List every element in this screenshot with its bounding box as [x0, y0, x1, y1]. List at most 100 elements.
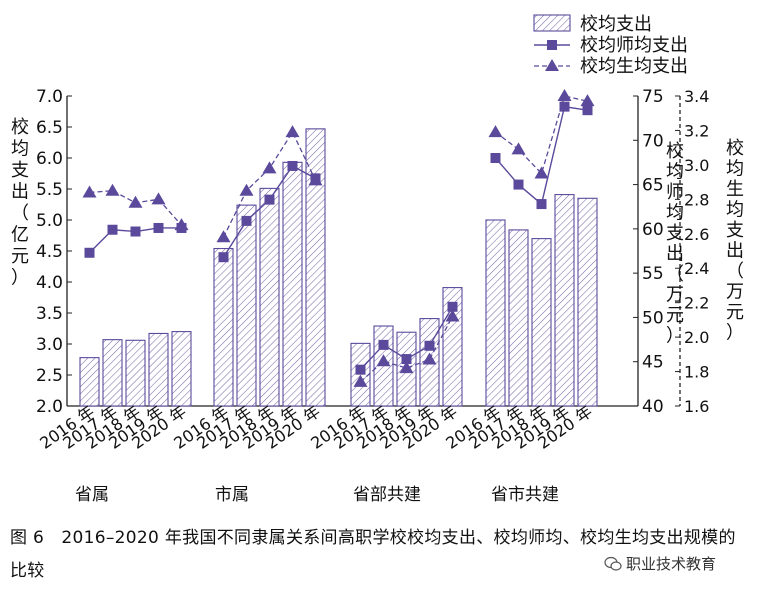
right1-axis-title: 校均师均支出（万元）	[666, 141, 684, 347]
axis-title-char: 亿	[11, 225, 29, 246]
group-label: 省市共建	[491, 485, 559, 505]
bar	[171, 331, 192, 407]
student-point	[445, 309, 460, 322]
bar	[125, 339, 146, 407]
axis-title-char: 支	[726, 220, 744, 241]
right2-tick-label: 2.8	[684, 190, 709, 209]
student-point	[488, 125, 503, 138]
teacher-point	[287, 160, 298, 171]
bar	[554, 194, 575, 407]
bar	[79, 357, 100, 407]
teacher-point	[130, 226, 141, 237]
teacher-point	[84, 247, 95, 258]
bar	[350, 342, 371, 407]
student-point	[216, 230, 231, 243]
axis-title-char: 均	[666, 203, 684, 224]
axis-title-char: ）	[666, 326, 684, 347]
teacher-point	[264, 194, 275, 205]
axis-title-char: 校	[666, 141, 684, 162]
axis-title-char: 万	[666, 285, 684, 306]
right1-tick-label: 45	[642, 353, 664, 373]
axis-title-char: 出	[11, 182, 29, 203]
axis-title-char: 校	[11, 117, 29, 138]
right1-tick-label: 75	[642, 87, 664, 107]
right2-tick-label: 2.4	[684, 259, 709, 278]
teacher-point	[559, 101, 570, 112]
bar	[577, 197, 598, 407]
right2-tick-label: 1.6	[684, 397, 709, 416]
student-point	[308, 173, 323, 186]
right2-tick-label: 2.2	[684, 294, 709, 313]
axes-layer: 2.0 2.5 3.0 3.5 4.0 4.5 5.0 5.5 6.0 6.5 7.0 40 45 50 5…	[11, 87, 744, 417]
left-tick-label: 6.5	[36, 118, 63, 138]
axis-title-char: 师	[666, 182, 684, 203]
student-point	[422, 352, 437, 365]
right2-tick-label: 2.6	[684, 225, 709, 244]
axis-title-char: 万	[726, 282, 744, 303]
right2-tick-label: 3.2	[684, 121, 709, 140]
right1-tick-label: 70	[642, 131, 664, 151]
bar	[213, 247, 234, 407]
right2-axis-title: 校均生均支出（万元）	[726, 138, 744, 344]
group-label: 省属	[75, 485, 109, 505]
left-tick-label: 2.0	[36, 397, 63, 417]
axis-title-char: 均	[11, 139, 29, 160]
left-tick-label: 2.5	[36, 366, 63, 386]
axis-title-char: 均	[666, 162, 684, 183]
right1-tick-label: 65	[642, 176, 664, 196]
legend-bar-swatch	[533, 14, 571, 32]
lines-layer	[82, 89, 595, 387]
teacher-point	[536, 199, 547, 210]
right2-tick-label: 3.0	[684, 156, 709, 175]
student-point	[376, 354, 391, 367]
student-point	[580, 94, 595, 107]
left-tick-label: 4.0	[36, 273, 63, 293]
student-point	[151, 192, 166, 205]
axis-title-char: 均	[726, 159, 744, 180]
bar	[305, 128, 326, 407]
student-point	[262, 161, 277, 174]
student-point	[105, 183, 120, 196]
student-point	[557, 89, 572, 101]
chart: 2.0 2.5 3.0 3.5 4.0 4.5 5.0 5.5 6.0 6.5 7.0 40 45 50 5…	[11, 14, 744, 505]
teacher-point	[378, 339, 389, 350]
bars-layer	[79, 128, 598, 407]
student-point	[174, 218, 189, 231]
group-label: 市属	[215, 485, 249, 505]
teacher-point	[582, 105, 593, 116]
student-point	[128, 195, 143, 208]
student-point	[511, 142, 526, 155]
legend-label: 校均师均支出	[580, 35, 688, 56]
axis-title-char: 生	[726, 179, 744, 200]
bar	[485, 219, 506, 407]
axis-title-char: 出	[666, 244, 684, 265]
teacher-point	[153, 222, 164, 233]
axis-title-char: 元	[666, 305, 684, 326]
teacher-point	[424, 340, 435, 351]
teacher-point	[355, 364, 366, 375]
watermark-text: 职业技术教育	[626, 555, 717, 573]
right1-tick-label: 60	[642, 220, 664, 240]
bar	[442, 287, 463, 407]
axis-title-char: 元	[726, 302, 744, 323]
bar	[259, 187, 280, 407]
student-line	[495, 95, 588, 175]
left-tick-label: 6.0	[36, 149, 63, 169]
teacher-point	[241, 215, 252, 226]
teacher-point	[107, 224, 118, 235]
left-tick-label: 3.0	[36, 335, 63, 355]
axis-title-char: 支	[666, 223, 684, 244]
student-point	[353, 374, 368, 387]
bar	[148, 332, 169, 407]
student-point	[82, 185, 97, 198]
axis-title-char: 元	[11, 246, 29, 267]
axis-title-char: （	[11, 203, 29, 224]
right2-tick-label: 1.8	[684, 363, 709, 382]
legend-student-marker	[545, 59, 559, 71]
right1-tick-label: 50	[642, 308, 664, 328]
teacher-point	[401, 354, 412, 365]
bar	[508, 229, 529, 407]
bar	[282, 161, 303, 407]
